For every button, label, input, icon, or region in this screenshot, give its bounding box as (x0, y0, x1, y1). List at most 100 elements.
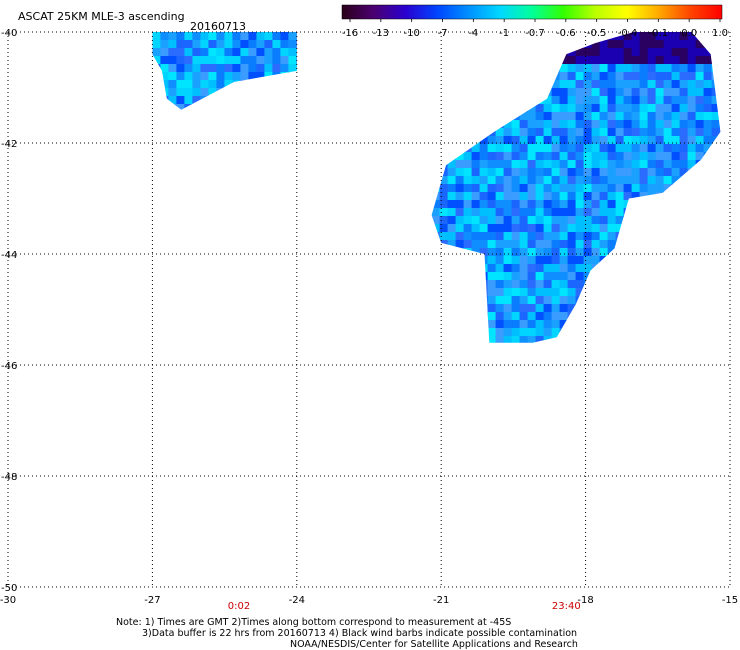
swath-cell (208, 80, 217, 89)
swath-cell (591, 336, 601, 343)
swath-cell (447, 184, 457, 193)
swath-cell (487, 112, 497, 121)
swath-cell (559, 96, 569, 105)
swath-cell (583, 288, 593, 297)
swath-cell (511, 224, 521, 233)
swath-cell (647, 320, 657, 329)
swath-cell (256, 40, 265, 49)
swath-cell (487, 200, 497, 209)
swath-cell (719, 224, 721, 233)
swath-cell (663, 280, 673, 289)
swath-cell (176, 56, 185, 65)
swath-cell (655, 56, 665, 65)
swath-cell (479, 192, 489, 201)
swath-cell (631, 128, 641, 137)
swath-cell (535, 200, 545, 209)
swath-cell (519, 72, 529, 81)
swath-cell (703, 256, 713, 265)
swath-cell (487, 240, 497, 249)
swath-cell (208, 32, 217, 41)
swath-cell (535, 336, 545, 343)
swath-cell (479, 208, 489, 217)
swath-cell (575, 104, 585, 113)
swath-cell (607, 320, 617, 329)
swath-cell (663, 80, 673, 89)
swath-cell (240, 96, 249, 105)
swath-cell (591, 152, 601, 161)
swath-cell (487, 312, 497, 321)
swath-cell (679, 296, 689, 305)
swath-cell (679, 120, 689, 129)
swath-cell (551, 64, 561, 73)
swath-cell (471, 64, 481, 73)
swath-cell (687, 128, 697, 137)
swath-cell (479, 312, 489, 321)
swath-cell (471, 56, 481, 65)
swath-cell (575, 256, 585, 265)
swath-cell (543, 88, 553, 97)
swath-cell (583, 136, 593, 145)
swath-cell (160, 64, 169, 73)
swath-cell (479, 296, 489, 305)
swath-cell (447, 32, 457, 41)
swath-cell (471, 232, 481, 241)
swath-cell (567, 128, 577, 137)
swath-cell (527, 168, 537, 177)
swath-cell (503, 232, 513, 241)
swath-cell (168, 88, 177, 97)
swath-cell (719, 216, 721, 225)
swath-cell (567, 312, 577, 321)
swath-cell (543, 208, 553, 217)
swath-cell (719, 312, 721, 321)
swath-cell (280, 72, 289, 81)
swath-cell (503, 296, 513, 305)
swath-cell (280, 64, 289, 73)
swath-cell (535, 264, 545, 273)
swath-cell (503, 288, 513, 297)
swath-cell (631, 216, 641, 225)
swath-cell (695, 120, 705, 129)
swath-cell (679, 288, 689, 297)
swath-cell (495, 136, 505, 145)
swath-cell (463, 224, 473, 233)
swath-cell (447, 120, 457, 129)
swath-cell (543, 296, 553, 305)
swath-cell (687, 160, 697, 169)
swath-cell (288, 72, 297, 81)
swath-cell (607, 40, 617, 49)
swath-cell (495, 168, 505, 177)
swath-cell (679, 200, 689, 209)
swath-cell (703, 320, 713, 329)
swath-cell (280, 56, 289, 65)
swath-cell (527, 88, 537, 97)
swath-cell (551, 328, 561, 337)
swath-cell (639, 80, 649, 89)
swath-cell (567, 272, 577, 281)
swath-cell (495, 80, 505, 89)
swath-cell (623, 80, 633, 89)
map-date: 20160713 (190, 20, 246, 33)
swath-cell (711, 328, 721, 337)
swath-cell (663, 96, 673, 105)
swath-cell (663, 200, 673, 209)
swath-cell (703, 32, 713, 41)
swath-cell (615, 168, 625, 177)
swath-cell (479, 232, 489, 241)
swath-cell (471, 280, 481, 289)
swath-cell (487, 232, 497, 241)
swath-cell (599, 272, 609, 281)
swath-cell (647, 104, 657, 113)
swath-cell (583, 56, 593, 65)
swath-cell (631, 72, 641, 81)
swath-cell (527, 128, 537, 137)
swath-cell (695, 240, 705, 249)
swath-cell (551, 304, 561, 313)
swath-cell (471, 96, 481, 105)
swath-cell (519, 176, 529, 185)
swath-cell (495, 248, 505, 257)
swath-cell (280, 88, 289, 97)
swath-cell (679, 144, 689, 153)
swath-cell (711, 120, 721, 129)
swath-cell (615, 296, 625, 305)
swath-cell (248, 48, 257, 57)
